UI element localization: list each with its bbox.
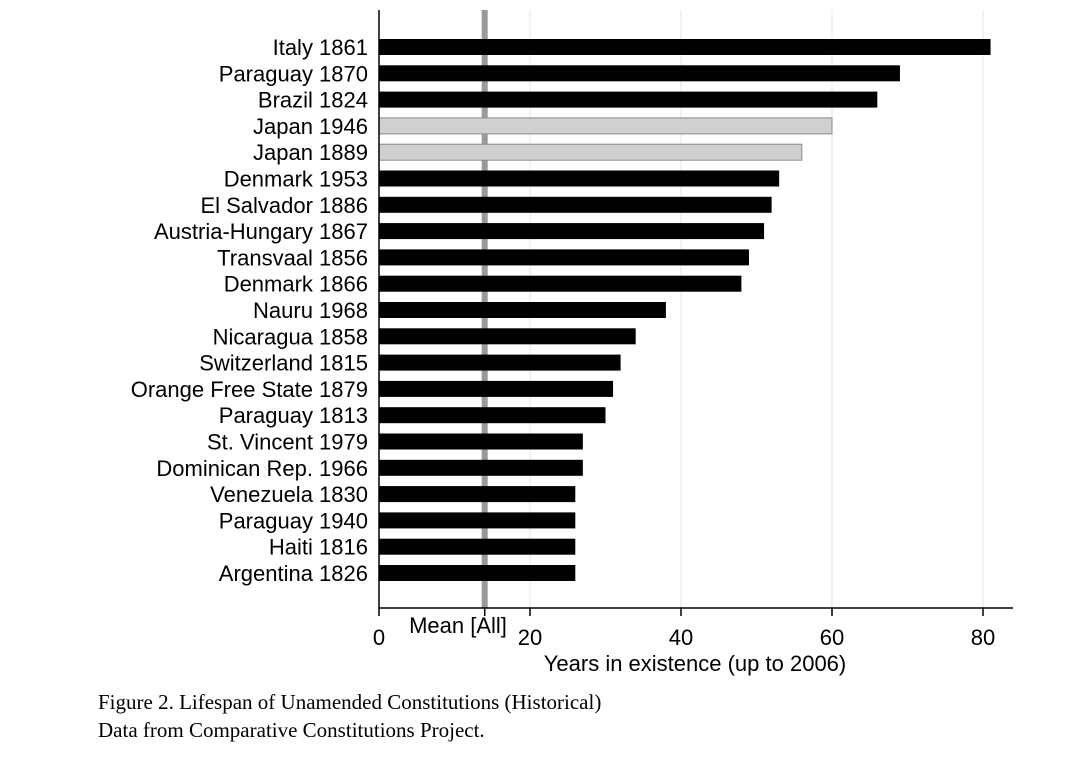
category-label: Denmark 1866 [224,272,368,297]
x-tick-label: 0 [373,625,385,650]
category-label: St. Vincent 1979 [207,430,368,455]
bar [379,65,900,82]
x-tick-label: 40 [669,625,693,650]
category-label: El Salvador 1886 [200,193,368,218]
bar [379,565,576,581]
bar [379,196,772,213]
category-label: Venezuela 1830 [210,482,368,507]
category-label: Dominican Rep. 1966 [156,456,368,481]
bar [378,117,833,135]
category-label: Switzerland 1815 [199,351,368,376]
bar [379,433,583,450]
category-label: Orange Free State 1879 [131,377,368,402]
bar [379,302,666,318]
bar [379,512,576,529]
bar [379,538,576,555]
bar [379,328,636,345]
figure-caption-title: Figure 2. Lifespan of Unamended Constitu… [98,690,602,714]
x-tick-label: 60 [820,625,844,650]
bar [379,486,576,503]
bar [378,143,803,161]
category-label: Austria-Hungary 1867 [154,219,368,244]
bar [379,91,878,108]
x-tick-label: 20 [518,625,542,650]
bar [379,407,606,424]
x-axis-title: Years in existence (up to 2006) [544,651,847,676]
category-label: Paraguay 1813 [219,403,368,428]
category-label: Brazil 1824 [258,88,368,113]
category-label: Argentina 1826 [219,561,368,586]
category-label: Japan 1889 [253,140,368,165]
category-label: Paraguay 1940 [219,508,368,533]
category-label: Italy 1861 [273,35,368,60]
bar [379,249,749,266]
category-label: Denmark 1953 [224,167,368,192]
bar [379,39,991,55]
mean-line-label: Mean [All] [409,613,507,638]
x-tick-label: 80 [971,625,995,650]
axes: 0 20 40 60 80 Mean [All] Years in existence (u… [373,10,1013,676]
bar [379,223,765,240]
bar [379,275,742,292]
bar [379,380,614,397]
category-label: Japan 1946 [253,114,368,139]
category-label: Transvaal 1856 [217,245,368,270]
bar [379,170,780,187]
bar [379,354,621,371]
bars [378,39,991,581]
category-label: Haiti 1816 [269,535,368,560]
category-label: Nicaragua 1858 [213,324,368,349]
category-label: Nauru 1968 [253,298,368,323]
category-label: Paraguay 1870 [219,61,368,86]
bar [379,459,583,476]
figure-caption-source: Data from Comparative Constitutions Proj… [98,718,485,742]
